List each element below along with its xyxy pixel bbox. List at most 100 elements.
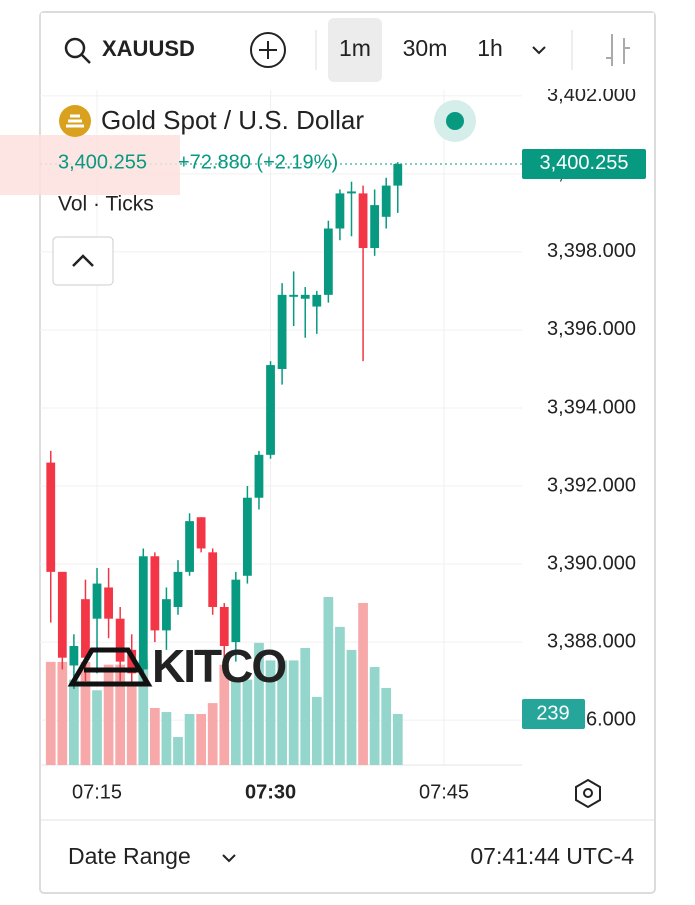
candle-body	[358, 193, 368, 249]
volume-tag-label: 239	[536, 702, 569, 724]
clock: 07:41:44 UTC-4	[470, 843, 634, 869]
candle-body	[219, 606, 229, 646]
volume-tag	[522, 698, 585, 729]
volume-bar	[161, 712, 172, 765]
gold-icon-bars	[66, 114, 84, 128]
candle-body	[81, 599, 90, 658]
volume-bar	[115, 664, 126, 765]
candle-body	[57, 571, 67, 658]
volume-bar	[254, 642, 264, 765]
volume-bar	[80, 661, 91, 765]
candle-body	[323, 228, 333, 295]
volume-bar	[277, 660, 287, 765]
volume-bar	[219, 664, 230, 765]
y-tick-label: 3,394.000	[547, 396, 636, 418]
candle-body	[46, 462, 56, 572]
y-tick-label: 3,398.000	[547, 240, 636, 262]
candle-body	[185, 521, 194, 572]
candle-body	[370, 205, 380, 249]
candle-body	[127, 649, 137, 674]
volume-bar	[57, 661, 68, 765]
y-tick-label: 3,402.000	[547, 84, 636, 106]
symbol[interactable]: XAUUSD	[102, 36, 195, 61]
candle-body	[243, 497, 252, 576]
volume-bar	[103, 664, 114, 765]
date-range-menu[interactable]	[222, 854, 236, 863]
candle-body	[347, 191, 356, 194]
volume-bar	[392, 713, 403, 765]
volume-bar	[173, 737, 183, 765]
x-tick-label: 07:30	[245, 781, 296, 803]
volume-bar	[150, 708, 160, 765]
last-price-tag-label: 3,400.255	[540, 152, 629, 174]
volume-bar	[358, 602, 368, 765]
volume-bar	[138, 660, 149, 765]
candle-body	[69, 645, 79, 666]
volume-bar	[196, 713, 206, 765]
volume-bar	[207, 703, 218, 765]
date-range[interactable]: Date Range	[68, 843, 191, 869]
candle-body	[92, 583, 102, 619]
volume-bar	[335, 626, 345, 765]
candle-body	[196, 517, 206, 549]
y-tick-label: 3,388.000	[547, 630, 636, 652]
selected-interval	[328, 18, 382, 82]
x-tick-label: 07:45	[419, 781, 469, 803]
candle-body	[266, 365, 275, 455]
volume-bar	[45, 661, 56, 765]
volume-bar	[369, 667, 380, 765]
interval[interactable]: 30m	[403, 35, 448, 61]
volume-bar	[311, 696, 322, 765]
candle-body	[300, 294, 310, 299]
search-icon[interactable]	[64, 37, 91, 64]
volume-bar	[265, 660, 276, 765]
candle-body	[138, 556, 148, 670]
volume-bar	[126, 684, 137, 765]
volume-bar	[184, 713, 195, 765]
indicators-icon[interactable]	[606, 34, 630, 66]
volume-bar	[92, 690, 102, 765]
interval[interactable]: 1h	[477, 35, 503, 61]
logo-icon	[67, 647, 153, 687]
logo: KITCO	[152, 640, 285, 692]
volume-bar	[230, 679, 241, 765]
candle-body	[150, 556, 160, 631]
y-tick-label: 3,396.000	[547, 318, 636, 340]
candle-body	[381, 185, 391, 217]
add-button[interactable]	[250, 32, 286, 68]
instrument-name: Gold Spot / U.S. Dollar	[101, 105, 364, 135]
collapse-button[interactable]	[52, 236, 114, 286]
last-price-tag	[522, 148, 646, 179]
candle-body	[254, 454, 264, 498]
interval-menu[interactable]	[532, 46, 546, 55]
y-tick-label: 3,392.000	[547, 474, 636, 496]
candle-body	[289, 294, 299, 297]
candle-body	[393, 163, 403, 186]
candle-body	[115, 618, 125, 662]
highlight	[0, 135, 180, 195]
candle-body	[162, 599, 171, 631]
candle-body	[277, 294, 287, 369]
volume-bar	[300, 648, 311, 765]
frame	[39, 11, 656, 894]
candle-body	[173, 571, 183, 607]
x-tick-label: 07:15	[72, 781, 122, 803]
candle-body	[335, 193, 345, 229]
volume-bar	[69, 679, 79, 765]
y-tick-label: 3,390.000	[547, 552, 636, 574]
volume-bar	[346, 649, 357, 765]
interval[interactable]: 1m	[339, 35, 371, 61]
collapse-icon	[72, 254, 94, 267]
volume-bar	[288, 660, 299, 765]
price-change: +72.880 (+2.19%)	[178, 151, 338, 173]
volume-bar	[242, 679, 253, 765]
settings-icon[interactable]	[575, 778, 601, 809]
candle-body	[104, 587, 113, 619]
candle-body	[208, 552, 218, 607]
status-dot	[446, 112, 464, 130]
candle-body	[231, 579, 241, 643]
volume-bar	[323, 597, 334, 765]
last-price: 3,400.255	[58, 151, 147, 173]
